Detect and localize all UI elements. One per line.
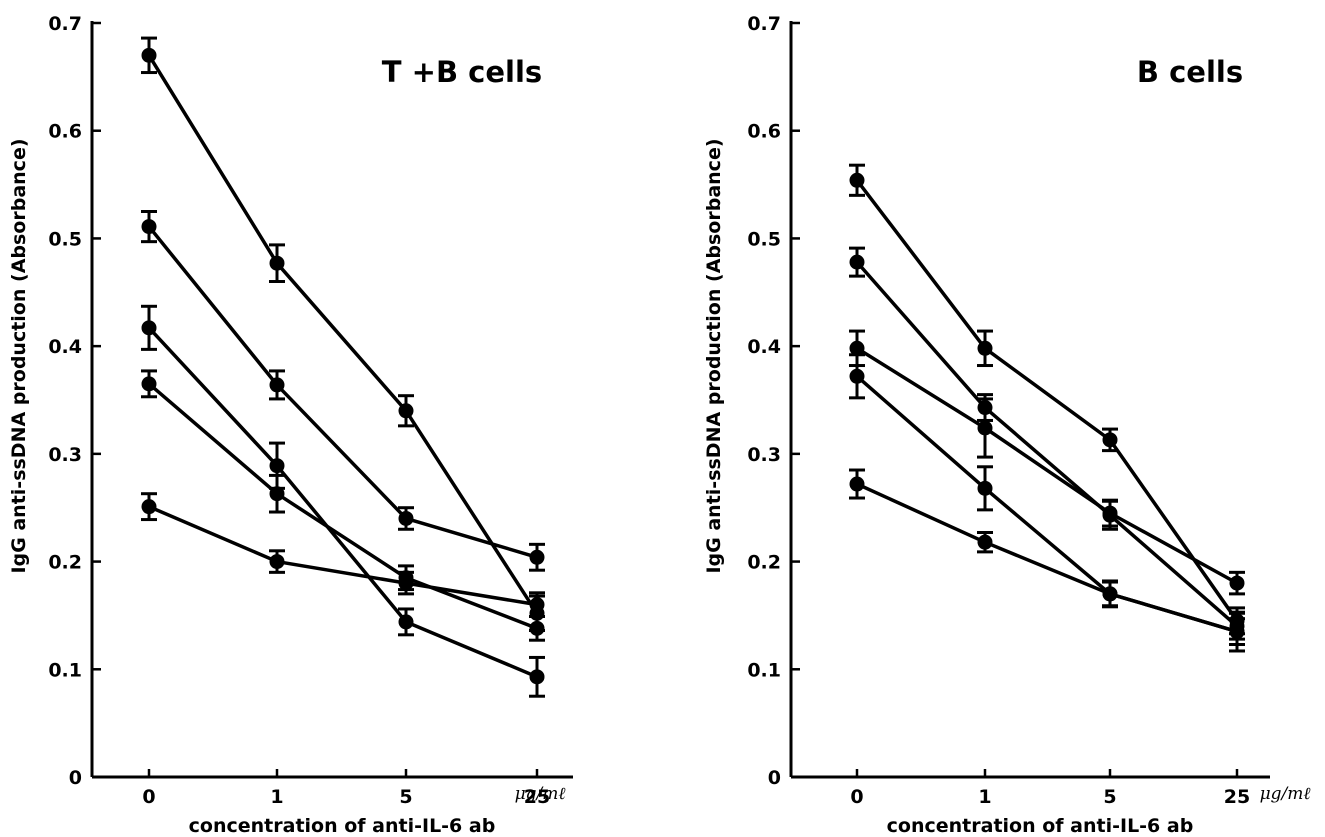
series-1 [141,36,545,633]
data-point [977,420,993,436]
x-tick-label: 0 [142,786,155,808]
y-tick-label: 0 [69,767,82,789]
data-point [1102,432,1118,448]
data-point [141,499,157,515]
y-axis-label: IgG anti-ssDNA production (Absorbance) [703,138,725,573]
x-tick-label: 1 [270,786,283,808]
data-point [1102,586,1118,602]
series-2 [849,246,1245,641]
series-4 [849,353,1245,647]
y-tick-label: 0.3 [747,444,781,466]
data-point [141,376,157,392]
x-tick-label: 0 [850,786,863,808]
y-tick-label: 0.2 [747,552,781,574]
data-point [269,554,285,570]
series-4 [141,369,545,642]
x-axis-label: concentration of anti-IL-6 ab [887,815,1194,837]
data-point [398,575,414,591]
data-point [849,476,865,492]
data-point [1102,505,1118,521]
x-tick-label: 25 [1224,786,1250,808]
y-tick-label: 0.4 [48,336,82,358]
data-point [977,534,993,550]
x-tick-label: 1 [978,786,991,808]
data-point [269,255,285,271]
data-point [1229,624,1245,640]
y-tick-label: 0.2 [48,552,82,574]
series-line [147,225,538,559]
series-line [855,179,1239,622]
data-point [269,486,285,502]
y-tick-label: 0.7 [48,13,82,35]
y-tick-label: 0.6 [747,121,781,143]
chart-panel-b-cells: B cells IgG anti-ssDNA production (Absor… [703,13,1310,837]
x-tick-label: 5 [1103,786,1116,808]
x-tick-label: 5 [399,786,412,808]
data-point [269,458,285,474]
y-tick-label: 0.4 [747,336,781,358]
y-tick-label: 0.1 [747,659,781,681]
data-point [849,254,865,270]
series-line [856,346,1238,585]
x-unit-label: μg/mℓ [515,784,566,804]
data-point [1229,575,1245,591]
x-tick-label: 25 [524,786,550,808]
series-line [147,326,538,679]
series-line [855,260,1239,628]
data-point [141,47,157,63]
chart-panel-t-plus-b-cells: T +B cells IgG anti-ssDNA production (Ab… [8,13,573,837]
data-point [977,480,993,496]
y-tick-label: 0.5 [747,228,781,250]
data-point [141,219,157,235]
series-line [856,482,1238,634]
data-point [529,669,545,685]
data-point [849,172,865,188]
series-line [148,505,538,607]
chart-title: T +B cells [382,55,542,89]
series-line [147,54,539,615]
y-tick-label: 0.5 [48,228,82,250]
data-point [269,377,285,393]
series-5 [849,468,1245,653]
data-point [398,614,414,630]
data-point [849,340,865,356]
y-tick-label: 0 [768,767,781,789]
series-3 [849,329,1245,596]
series-5 [141,492,545,619]
y-tick-label: 0.1 [48,659,82,681]
series-1 [849,163,1245,636]
data-point [849,368,865,384]
series-2 [141,210,545,572]
data-point [529,597,545,613]
data-point [977,340,993,356]
y-axis-label: IgG anti-ssDNA production (Absorbance) [8,138,30,573]
data-point [398,510,414,526]
data-point [529,549,545,565]
y-tick-label: 0.6 [48,121,82,143]
series-3 [141,304,545,698]
y-tick-label: 0.7 [747,13,781,35]
chart-title: B cells [1137,55,1243,89]
series-line [147,382,538,630]
series-line [855,374,1238,634]
data-point [529,620,545,636]
x-unit-label: μg/mℓ [1260,784,1311,804]
data-point [398,403,414,419]
data-point [141,320,157,336]
x-axis-label: concentration of anti-IL-6 ab [189,815,496,837]
y-tick-label: 0.3 [48,444,82,466]
